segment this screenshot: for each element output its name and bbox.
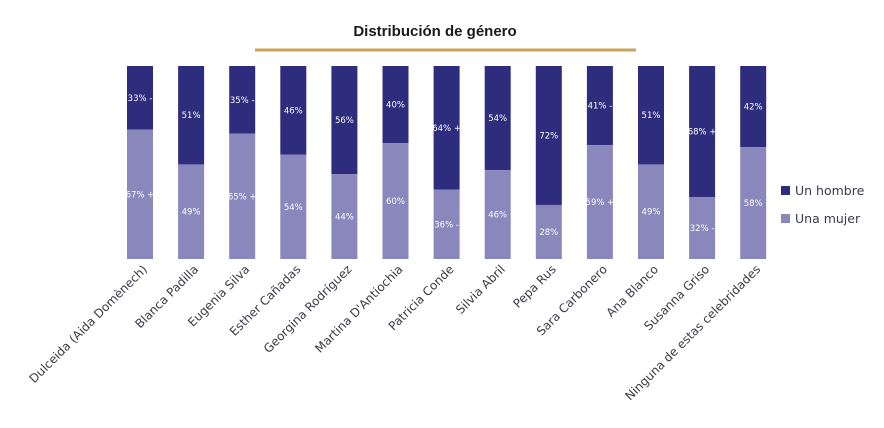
data-label-un-hombre-3: 46% <box>284 106 303 116</box>
data-label-una-mujer-1: 49% <box>182 208 201 218</box>
bar-un-hombre-9 <box>586 66 613 146</box>
bar-una-mujer-3 <box>280 154 307 259</box>
data-label-un-hombre-12: 42% <box>744 103 763 113</box>
data-label-una-mujer-4: 44% <box>335 213 354 223</box>
bar-un-hombre-7 <box>484 66 511 171</box>
data-label-una-mujer-6: 36% - <box>434 220 459 230</box>
legend-swatch-1 <box>781 214 790 223</box>
bar-un-hombre-2 <box>229 66 256 134</box>
bar-una-mujer-5 <box>382 143 409 259</box>
category-label-7: Silvia Abril <box>453 262 508 317</box>
category-label-8: Pepa Rus <box>510 262 559 311</box>
data-label-un-hombre-4: 56% <box>335 116 354 126</box>
legend-swatch-0 <box>781 186 790 195</box>
bar-un-hombre-0 <box>127 66 153 130</box>
data-label-una-mujer-9: 59% + <box>586 198 615 208</box>
bar-una-mujer-4 <box>331 174 358 259</box>
bar-un-hombre-10 <box>638 66 664 165</box>
data-label-un-hombre-2: 35% - <box>230 96 255 106</box>
data-label-un-hombre-1: 51% <box>182 111 201 121</box>
bar-un-hombre-8 <box>535 66 562 205</box>
data-label-una-mujer-7: 46% <box>488 211 507 221</box>
data-label-una-mujer-2: 65% + <box>228 192 257 202</box>
bar-una-mujer-12 <box>740 147 767 259</box>
data-label-una-mujer-5: 60% <box>386 197 405 207</box>
bar-un-hombre-3 <box>280 66 307 155</box>
data-label-una-mujer-10: 49% <box>642 208 661 218</box>
segment-labels-group: 33% - 67% + 51% 49% 35% - 65% + 46% 54% 56% 44% 40… <box>126 94 763 238</box>
bar-un-hombre-4 <box>331 66 358 175</box>
bar-un-hombre-1 <box>178 66 205 165</box>
bar-un-hombre-11 <box>689 66 716 198</box>
data-label-una-mujer-0: 67% + <box>126 190 155 200</box>
category-labels-group: Dulceida (Aida Domènech)Blanca PadillaEu… <box>26 262 763 403</box>
data-label-un-hombre-7: 54% <box>488 114 507 124</box>
bar-una-mujer-2 <box>229 133 256 259</box>
bar-un-hombre-6 <box>433 66 460 190</box>
bar-un-hombre-12 <box>740 66 767 148</box>
bar-una-mujer-8 <box>535 204 562 259</box>
legend-label-0: Un hombre <box>795 183 865 198</box>
data-label-una-mujer-11: 32% - <box>690 224 715 234</box>
data-label-una-mujer-8: 28% <box>539 228 558 238</box>
bar-una-mujer-1 <box>178 164 205 259</box>
bar-una-mujer-0 <box>127 129 153 259</box>
category-label-4: Georgina Rodríguez <box>261 262 355 356</box>
data-label-un-hombre-5: 40% <box>386 101 405 111</box>
bar-un-hombre-5 <box>382 66 409 144</box>
bars-group <box>127 66 767 259</box>
bar-una-mujer-9 <box>586 145 613 259</box>
data-label-un-hombre-10: 51% <box>642 111 661 121</box>
chart-title: Distribución de género <box>353 23 516 40</box>
category-label-0: Dulceida (Aida Domènech) <box>26 262 150 386</box>
bar-una-mujer-10 <box>638 164 664 259</box>
data-label-un-hombre-6: 64% + <box>432 124 461 134</box>
data-label-un-hombre-11: 68% + <box>688 128 717 138</box>
bar-una-mujer-6 <box>433 189 460 259</box>
data-label-un-hombre-8: 72% <box>539 131 558 141</box>
legend-label-1: Una mujer <box>795 211 861 226</box>
bar-una-mujer-7 <box>484 170 511 259</box>
data-label-una-mujer-3: 54% <box>284 203 303 213</box>
data-label-una-mujer-12: 58% <box>744 199 763 209</box>
bar-una-mujer-11 <box>689 197 716 259</box>
data-label-un-hombre-9: 41% - <box>588 102 613 112</box>
category-label-5: Martina D'Antiochia <box>312 262 405 355</box>
data-label-un-hombre-0: 33% - <box>128 94 153 104</box>
legend: Un hombre Una mujer <box>781 183 865 226</box>
